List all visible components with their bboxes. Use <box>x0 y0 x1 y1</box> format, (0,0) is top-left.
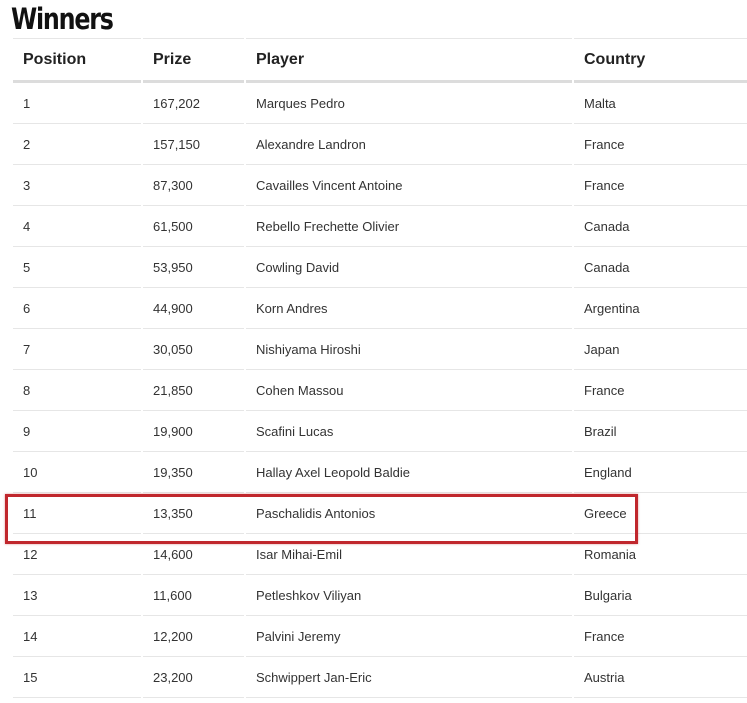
table-row: 13 11,600 Petleshkov Viliyan Bulgaria <box>13 575 747 616</box>
cell-prize: 61,500 <box>143 206 244 247</box>
cell-country: France <box>574 124 747 165</box>
column-header-country: Country <box>574 38 747 83</box>
cell-player: Cowling David <box>246 247 572 288</box>
cell-country: France <box>574 616 747 657</box>
cell-position: 11 <box>13 493 141 534</box>
cell-country: Austria <box>574 657 747 698</box>
cell-player: Schwippert Jan-Eric <box>246 657 572 698</box>
cell-country: Argentina <box>574 288 747 329</box>
cell-prize: 19,350 <box>143 452 244 493</box>
cell-prize: 23,200 <box>143 657 244 698</box>
column-header-prize: Prize <box>143 38 244 83</box>
cell-player: Palvini Jeremy <box>246 616 572 657</box>
cell-prize: 13,350 <box>143 493 244 534</box>
cell-position: 15 <box>13 657 141 698</box>
cell-country: Japan <box>574 329 747 370</box>
column-header-player: Player <box>246 38 572 83</box>
cell-position: 13 <box>13 575 141 616</box>
table-header-row: Position Prize Player Country <box>13 38 747 83</box>
table-row: 2 157,150 Alexandre Landron France <box>13 124 747 165</box>
cell-position: 10 <box>13 452 141 493</box>
table-row: 15 23,200 Schwippert Jan-Eric Austria <box>13 657 747 698</box>
cell-prize: 19,900 <box>143 411 244 452</box>
cell-country: Romania <box>574 534 747 575</box>
cell-country: Canada <box>574 206 747 247</box>
cell-country: England <box>574 452 747 493</box>
table-row: 11 13,350 Paschalidis Antonios Greece <box>13 493 747 534</box>
cell-country: Bulgaria <box>574 575 747 616</box>
cell-position: 2 <box>13 124 141 165</box>
cell-player: Korn Andres <box>246 288 572 329</box>
cell-position: 7 <box>13 329 141 370</box>
cell-position: 4 <box>13 206 141 247</box>
table-row: 9 19,900 Scafini Lucas Brazil <box>13 411 747 452</box>
cell-prize: 87,300 <box>143 165 244 206</box>
table-row: 1 167,202 Marques Pedro Malta <box>13 83 747 124</box>
cell-player: Scafini Lucas <box>246 411 572 452</box>
cell-country: Malta <box>574 83 747 124</box>
cell-prize: 14,600 <box>143 534 244 575</box>
cell-player: Cavailles Vincent Antoine <box>246 165 572 206</box>
table-row: 14 12,200 Palvini Jeremy France <box>13 616 747 657</box>
table-row: 7 30,050 Nishiyama Hiroshi Japan <box>13 329 747 370</box>
cell-position: 8 <box>13 370 141 411</box>
cell-position: 5 <box>13 247 141 288</box>
cell-prize: 12,200 <box>143 616 244 657</box>
cell-country: France <box>574 370 747 411</box>
cell-country: France <box>574 165 747 206</box>
cell-player: Paschalidis Antonios <box>246 493 572 534</box>
cell-player: Alexandre Landron <box>246 124 572 165</box>
cell-position: 14 <box>13 616 141 657</box>
table-row: 5 53,950 Cowling David Canada <box>13 247 747 288</box>
cell-player: Nishiyama Hiroshi <box>246 329 572 370</box>
cell-position: 9 <box>13 411 141 452</box>
cell-position: 1 <box>13 83 141 124</box>
cell-player: Petleshkov Viliyan <box>246 575 572 616</box>
cell-position: 3 <box>13 165 141 206</box>
winners-table: Position Prize Player Country 1 167,202 Ma… <box>11 38 747 698</box>
cell-prize: 157,150 <box>143 124 244 165</box>
table-row: 12 14,600 Isar Mihai-Emil Romania <box>13 534 747 575</box>
cell-prize: 21,850 <box>143 370 244 411</box>
cell-player: Marques Pedro <box>246 83 572 124</box>
column-header-position: Position <box>13 38 141 83</box>
cell-player: Isar Mihai-Emil <box>246 534 572 575</box>
table-row: 8 21,850 Cohen Massou France <box>13 370 747 411</box>
cell-prize: 30,050 <box>143 329 244 370</box>
cell-player: Cohen Massou <box>246 370 572 411</box>
cell-prize: 44,900 <box>143 288 244 329</box>
cell-country: Brazil <box>574 411 747 452</box>
cell-prize: 53,950 <box>143 247 244 288</box>
cell-position: 12 <box>13 534 141 575</box>
cell-prize: 11,600 <box>143 575 244 616</box>
cell-player: Rebello Frechette Olivier <box>246 206 572 247</box>
page-title: Winners <box>11 2 114 36</box>
cell-prize: 167,202 <box>143 83 244 124</box>
table-row: 3 87,300 Cavailles Vincent Antoine France <box>13 165 747 206</box>
table-row: 10 19,350 Hallay Axel Leopold Baldie Englan… <box>13 452 747 493</box>
cell-position: 6 <box>13 288 141 329</box>
cell-country: Greece <box>574 493 747 534</box>
cell-player: Hallay Axel Leopold Baldie <box>246 452 572 493</box>
table-row: 4 61,500 Rebello Frechette Olivier Canada <box>13 206 747 247</box>
table-row: 6 44,900 Korn Andres Argentina <box>13 288 747 329</box>
cell-country: Canada <box>574 247 747 288</box>
